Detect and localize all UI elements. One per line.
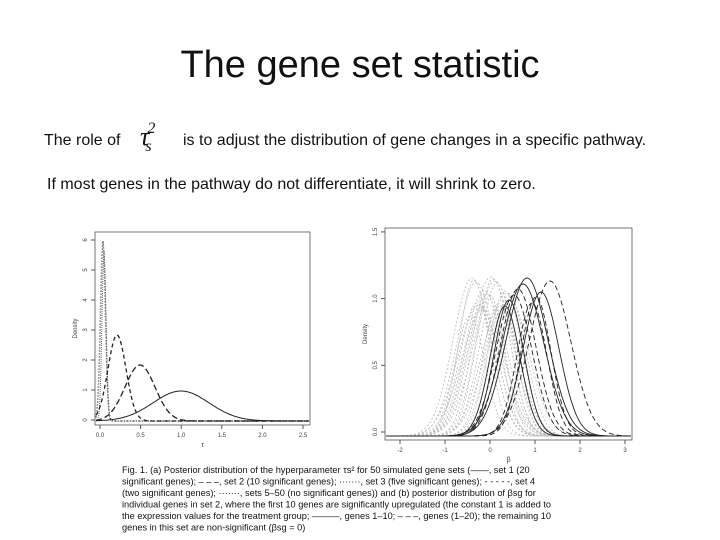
formula-sub: s [145, 138, 152, 155]
density-curve [95, 364, 309, 422]
formula: τ2s [140, 120, 164, 155]
density-curve [386, 305, 631, 437]
y-tick-label: 6 [83, 238, 89, 242]
caption-line: (two significant genes); ·······, sets 5… [122, 488, 536, 498]
formula-symbol: τ [140, 122, 150, 151]
text: If most genes in the pathway do not diff… [47, 176, 536, 193]
y-tick-label: 0 [83, 418, 89, 422]
x-tick-label: 1.0 [177, 433, 186, 439]
y-tick-label: 2 [83, 358, 89, 362]
title: The gene set statistic [180, 44, 540, 86]
x-tick-label: 0.5 [136, 433, 145, 439]
caption-line: significant genes); – – –, set 2 (10 sig… [122, 477, 535, 487]
density-curve [95, 250, 309, 422]
y-tick-label: 1 [83, 388, 89, 392]
text: The role of [44, 132, 121, 149]
text: is to adjust the distribution of gene ch… [183, 132, 647, 149]
density-curve [386, 305, 631, 437]
x-tick-label: 0.0 [96, 433, 105, 439]
plot-frame [384, 227, 633, 441]
y-tick-label: 3 [83, 328, 89, 332]
formula-sup: 2 [147, 120, 156, 137]
y-axis-label: Density [73, 318, 79, 338]
x-tick-label: -1 [442, 448, 448, 454]
density-curve [95, 334, 309, 422]
caption-line: individual genes in set 2, where the fir… [122, 500, 551, 510]
x-axis-label: τ [201, 442, 204, 449]
x-tick-label: -2 [397, 448, 403, 454]
x-tick-label: 3 [623, 448, 627, 454]
caption-line: genes in this set are non-significant (β… [122, 523, 305, 533]
y-axis-label: Density [363, 324, 369, 344]
y-tick-label: 5 [83, 268, 89, 272]
x-tick-label: 2 [578, 448, 582, 454]
caption-line: the expression values for the treatment … [122, 511, 551, 521]
x-tick-label: 1.5 [218, 433, 227, 439]
plot-frame [94, 231, 311, 426]
x-tick-label: 1 [533, 448, 537, 454]
y-tick-label: 0.5 [373, 360, 379, 369]
caption-line: Fig. 1. (a) Posterior distribution of th… [122, 465, 530, 475]
x-tick-label: 2.5 [299, 433, 308, 439]
density-curve [386, 308, 631, 437]
density-curve [386, 281, 631, 437]
y-tick-label: 1.5 [373, 227, 379, 236]
density-curve [386, 296, 631, 437]
x-axis-label: β [506, 457, 510, 464]
y-tick-label: 1.0 [373, 294, 379, 303]
density-curve [386, 304, 631, 437]
density-curve [95, 240, 309, 422]
y-tick-label: 0.0 [373, 427, 379, 436]
x-tick-label: 0 [488, 448, 492, 454]
density-curve [96, 390, 309, 422]
x-tick-label: 2.0 [258, 433, 267, 439]
y-tick-label: 4 [83, 298, 89, 302]
